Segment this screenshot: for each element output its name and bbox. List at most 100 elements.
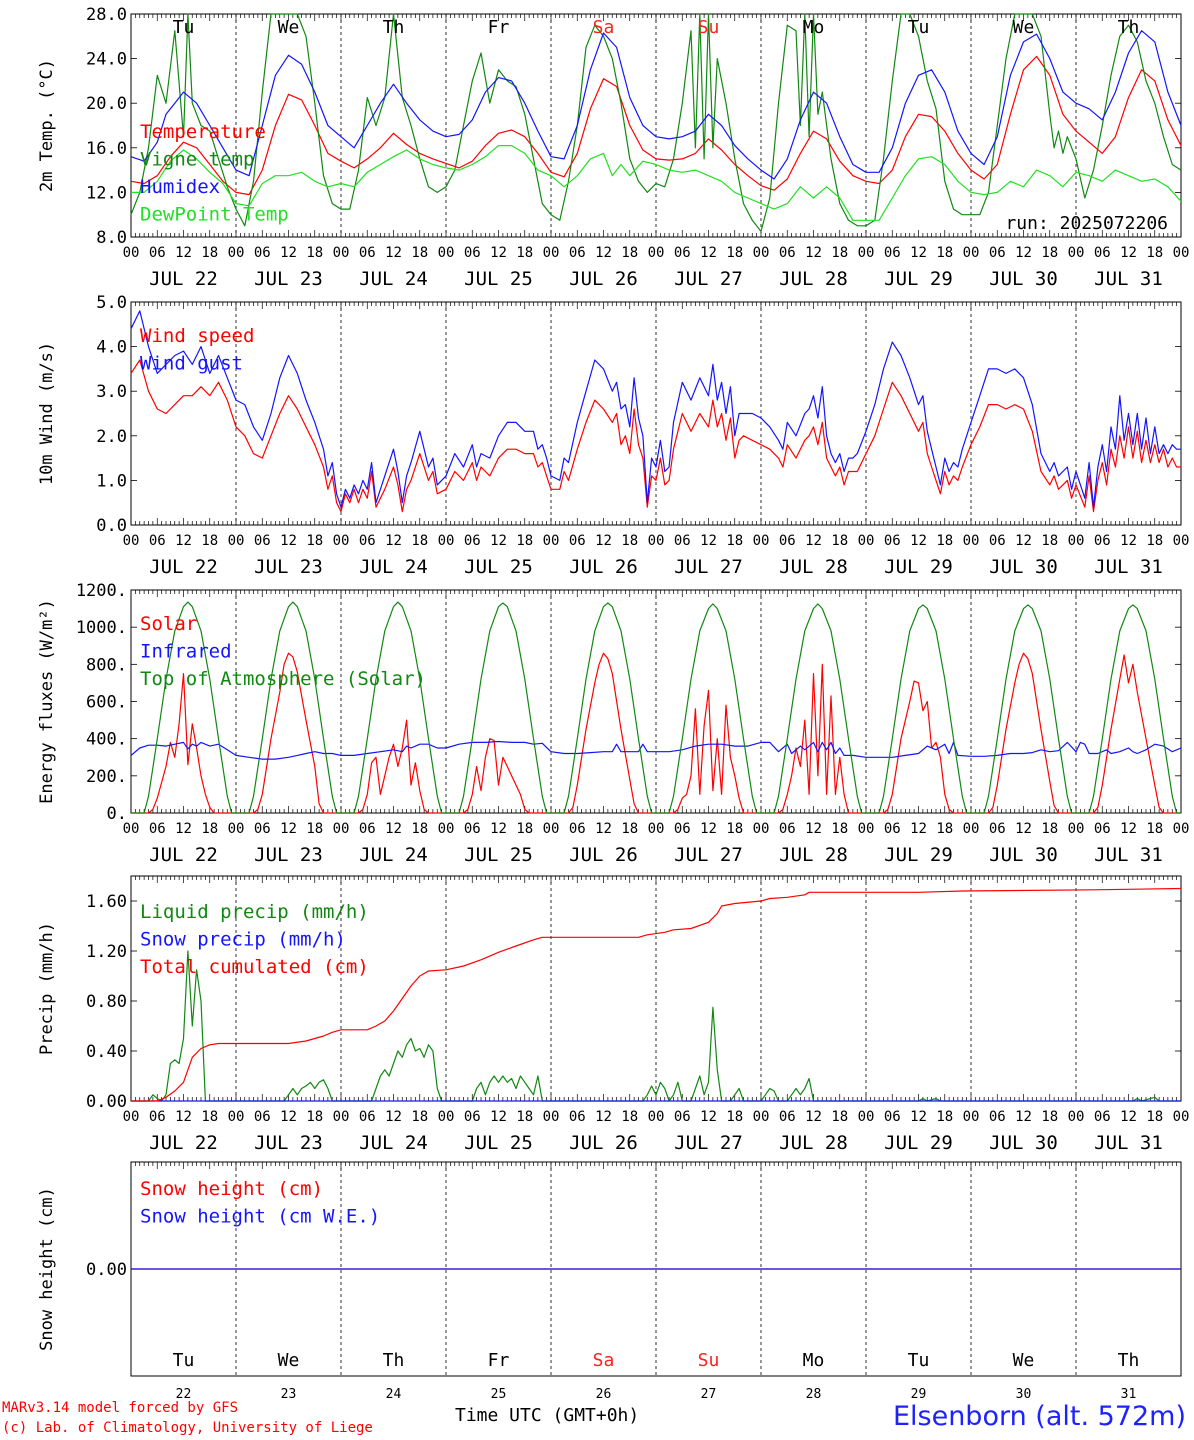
hour-label: 00 [123, 1109, 140, 1125]
hour-label: 00 [1068, 533, 1085, 549]
hour-label: 12 [1015, 245, 1032, 261]
date-label: JUL 28 [779, 844, 848, 866]
hour-label: 18 [411, 533, 428, 549]
hour-label: 18 [936, 821, 953, 837]
hour-label: 00 [438, 821, 455, 837]
hour-label: 18 [1146, 533, 1163, 549]
panel-snow: 0.00 Snow height (cm) Snow height (cm) Snow… [37, 1161, 1182, 1377]
hour-label: 00 [963, 533, 980, 549]
hour-label: 12 [805, 533, 822, 549]
date-label: JUL 22 [149, 268, 218, 290]
hour-label: 06 [779, 821, 796, 837]
hour-label: 12 [1015, 533, 1032, 549]
model-credit: MARv3.14 model forced by GFS [2, 1400, 239, 1416]
weekday-label: Tu [908, 1350, 930, 1371]
hour-label: 06 [569, 245, 586, 261]
hour-label: 00 [123, 821, 140, 837]
hour-label: 12 [700, 1109, 717, 1125]
y-tick-label: 0.00 [86, 1260, 127, 1280]
hour-label: 06 [254, 1109, 271, 1125]
date-label: JUL 27 [674, 556, 743, 578]
hour-label: 18 [1146, 245, 1163, 261]
hour-label: 00 [333, 245, 350, 261]
hour-label: 00 [1068, 1109, 1085, 1125]
hour-label: 06 [989, 1109, 1006, 1125]
hour-label: 06 [884, 245, 901, 261]
hour-label: 06 [149, 533, 166, 549]
date-label: JUL 23 [254, 844, 323, 866]
day-number-label: 29 [911, 1387, 927, 1402]
y-tick-label: 1.20 [86, 942, 127, 962]
weekday-label: Th [1118, 1350, 1140, 1371]
y-axis-title: Energy fluxes (W/m²) [37, 599, 57, 804]
date-label: JUL 28 [779, 268, 848, 290]
hour-label: 12 [805, 245, 822, 261]
hour-label: 00 [858, 1109, 875, 1125]
series-top-of-atmosphere-solar [131, 601, 1181, 814]
date-label: JUL 26 [569, 556, 638, 578]
day-number-label: 27 [701, 1387, 717, 1402]
hour-label: 06 [884, 821, 901, 837]
hour-label: 18 [1041, 533, 1058, 549]
lab-credit: (c) Lab. of Climatology, University of L… [2, 1420, 373, 1436]
plot-frame [130, 301, 1182, 526]
legend-entry: Total cumulated (cm) [140, 956, 369, 978]
date-label: JUL 27 [674, 844, 743, 866]
y-tick-label: 16.0 [86, 139, 127, 159]
hour-label: 12 [175, 245, 192, 261]
hour-label: 06 [779, 533, 796, 549]
hour-label: 18 [831, 821, 848, 837]
weekday-label: Tu [173, 17, 195, 38]
hour-label: 00 [123, 533, 140, 549]
hour-label: 18 [516, 1109, 533, 1125]
hour-label: 18 [516, 245, 533, 261]
hour-label: 12 [385, 533, 402, 549]
date-label: JUL 30 [989, 268, 1058, 290]
legend-entry: Wind speed [140, 325, 254, 347]
legend-entry: Vigne temp [140, 149, 254, 171]
hour-label: 18 [201, 533, 218, 549]
weekday-label: Fr [488, 1350, 510, 1371]
date-label: JUL 30 [989, 556, 1058, 578]
hour-label: 06 [1094, 245, 1111, 261]
y-tick-label: 2.0 [96, 427, 127, 447]
weekday-label: Th [1118, 17, 1140, 38]
date-label: JUL 29 [884, 556, 953, 578]
hour-label: 00 [963, 245, 980, 261]
weekday-label: Su [698, 1350, 720, 1371]
hour-label: 18 [936, 533, 953, 549]
y-tick-label: 20.0 [86, 94, 127, 114]
y-tick-label: 0.40 [86, 1042, 127, 1062]
hour-label: 00 [753, 245, 770, 261]
hour-label: 00 [648, 1109, 665, 1125]
hour-label: 12 [805, 821, 822, 837]
hour-label: 18 [726, 245, 743, 261]
hour-label: 00 [543, 533, 560, 549]
panel-wind: 0.0 1.0 2.0 3.0 4.0 5.0 10m Wind (m/s) Wind spe… [37, 293, 1189, 578]
date-label: JUL 25 [464, 844, 533, 866]
hour-label: 18 [1041, 1109, 1058, 1125]
hour-label: 06 [359, 821, 376, 837]
hour-label: 06 [254, 821, 271, 837]
weekday-label: Fr [488, 17, 510, 38]
series-vigne-temp [130, 13, 1182, 232]
legend-entry: DewPoint Temp [140, 204, 289, 226]
hour-label: 18 [201, 821, 218, 837]
hour-label: 06 [674, 1109, 691, 1125]
date-label: JUL 30 [989, 844, 1058, 866]
hour-label: 00 [333, 821, 350, 837]
date-label: JUL 25 [464, 556, 533, 578]
legend-entry: Snow precip (mm/h) [140, 929, 346, 951]
hour-label: 00 [1068, 821, 1085, 837]
hour-label: 12 [805, 1109, 822, 1125]
hour-label: 12 [1015, 1109, 1032, 1125]
hour-label: 12 [910, 245, 927, 261]
day-number-label: 24 [386, 1387, 402, 1402]
hour-label: 12 [385, 1109, 402, 1125]
y-tick-label: 0. [107, 804, 127, 824]
date-label: JUL 31 [1094, 844, 1163, 866]
day-number-label: 28 [806, 1387, 822, 1402]
hour-label: 12 [700, 821, 717, 837]
hour-label: 18 [306, 245, 323, 261]
weekday-label: Su [698, 17, 720, 38]
